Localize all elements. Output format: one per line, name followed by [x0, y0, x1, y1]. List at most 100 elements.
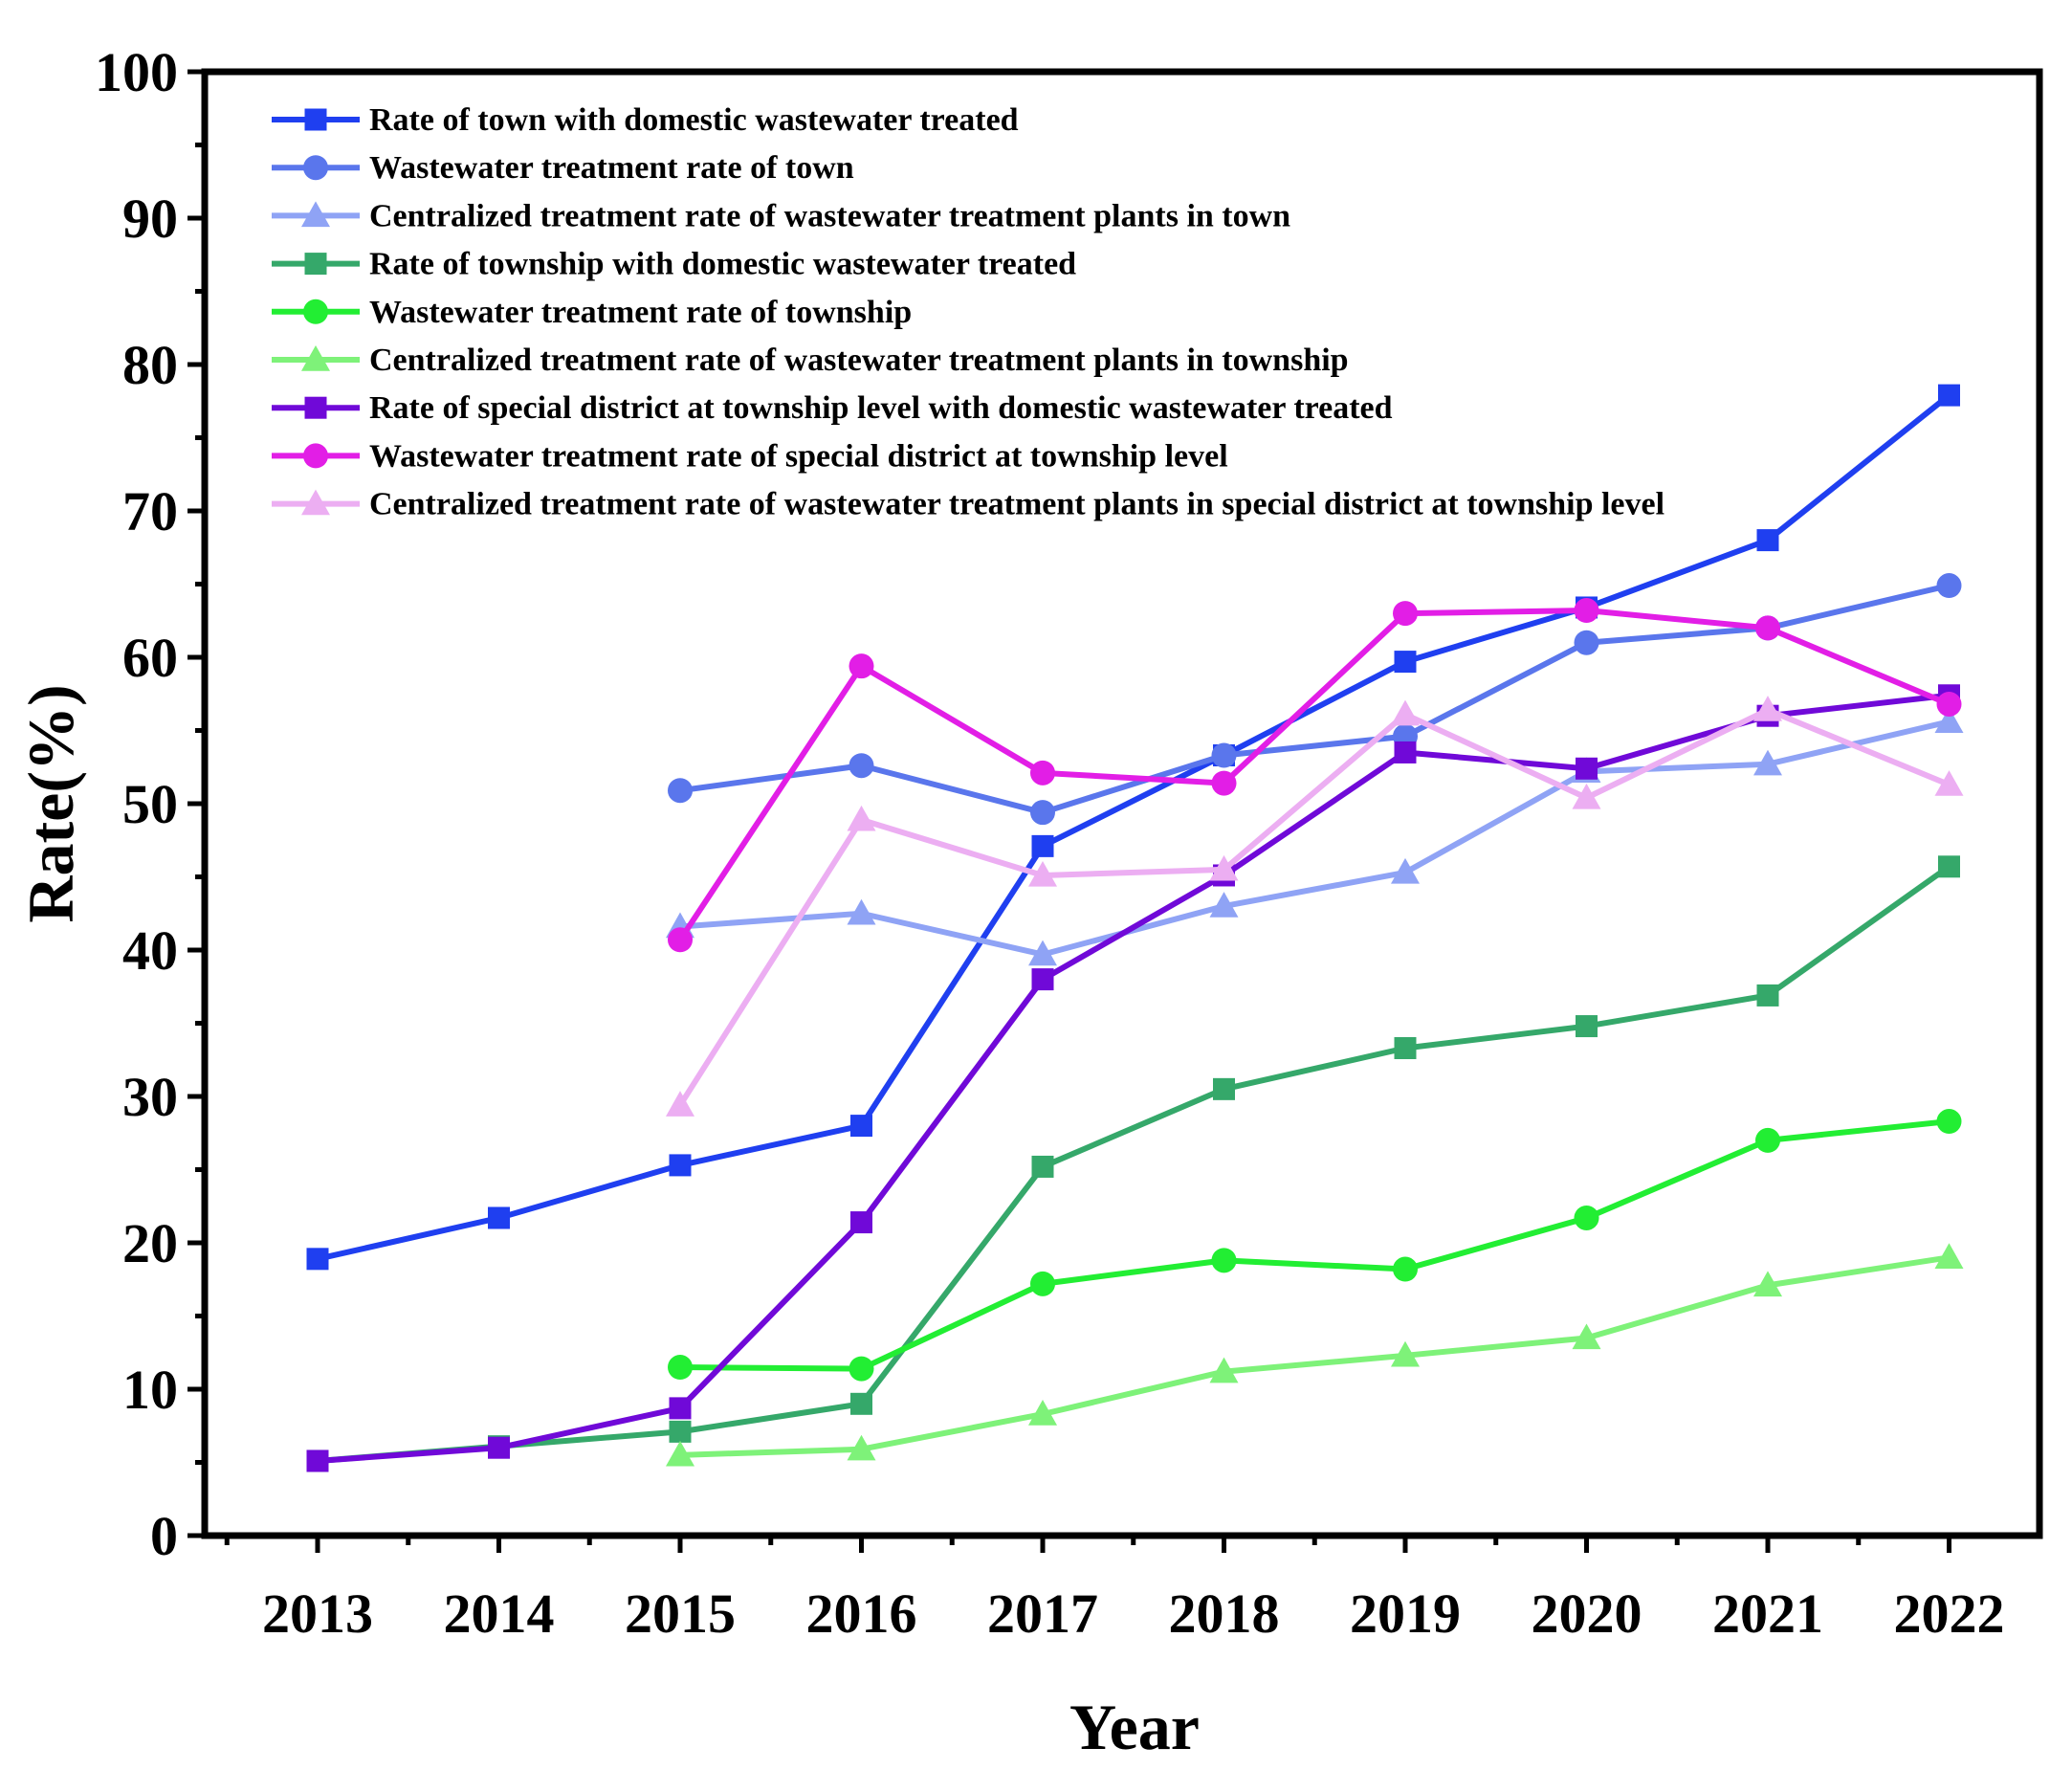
series-8: [668, 598, 1962, 953]
series-line: [317, 392, 1951, 1262]
y-axis-title: Rate(%): [14, 684, 87, 922]
data-point: [1576, 1015, 1598, 1038]
data-point: [666, 1440, 694, 1467]
data-point: [1031, 968, 1054, 991]
data-point: [306, 1449, 329, 1472]
y-tick-label: 80: [122, 334, 178, 396]
y-tick-label: 10: [122, 1359, 178, 1421]
data-point: [849, 1356, 874, 1382]
series-line: [677, 707, 1951, 1107]
legend-item: Rate of town with domestic wastewater tr…: [272, 102, 1019, 138]
data-point: [668, 1355, 693, 1381]
data-point: [669, 1420, 692, 1443]
y-tick-label: 20: [122, 1212, 178, 1274]
series-line: [679, 1118, 1950, 1372]
x-tick-label: 2017: [987, 1582, 1098, 1645]
legend-marker: [301, 489, 330, 516]
data-point: [1934, 1243, 1964, 1269]
series-line: [317, 692, 1950, 1464]
x-axis-title: Year: [1069, 1691, 1200, 1763]
x-tick-label: 2013: [262, 1582, 373, 1645]
y-tick-label: 30: [122, 1066, 178, 1128]
data-point: [1576, 757, 1598, 780]
series-layer: [306, 384, 1964, 1472]
legend-label: Centralized treatment rate of wastewater…: [369, 343, 1349, 378]
x-tick-label: 2020: [1532, 1582, 1642, 1645]
data-point: [1209, 892, 1239, 918]
data-point: [1393, 601, 1418, 627]
legend-item: Centralized treatment rate of wastewater…: [272, 343, 1349, 378]
legend-item: Wastewater treatment rate of township: [272, 295, 912, 330]
series-line: [679, 583, 1951, 816]
data-point: [1755, 1127, 1780, 1153]
series-7: [306, 684, 1960, 1472]
data-point: [850, 1115, 872, 1138]
legend: Rate of town with domestic wastewater tr…: [272, 102, 1664, 522]
data-point: [1028, 940, 1057, 966]
y-tick-label: 50: [122, 773, 178, 835]
legend-marker: [303, 443, 328, 469]
data-point: [668, 927, 693, 953]
y-tick-label: 40: [122, 919, 178, 982]
data-point: [668, 778, 693, 804]
data-point: [849, 753, 874, 779]
x-tick-label: 2021: [1712, 1582, 1823, 1645]
y-tick-labels: 0 10 20 30 40 50 60 70 80 90 100: [95, 41, 178, 1567]
series-9: [666, 696, 1964, 1117]
series-5: [668, 1109, 1962, 1382]
data-point: [1391, 857, 1420, 884]
data-point: [1938, 384, 1960, 407]
data-point: [488, 1206, 510, 1229]
data-point: [669, 1397, 692, 1420]
series-line: [317, 864, 1951, 1464]
y-tick-label: 100: [95, 41, 178, 103]
data-point: [1572, 783, 1601, 809]
legend-item: Centralized treatment rate of wastewater…: [272, 198, 1290, 233]
data-point: [1936, 573, 1962, 599]
data-point: [1030, 1271, 1055, 1296]
legend-marker: [301, 345, 330, 371]
data-point: [306, 1248, 329, 1271]
plot-frame: [201, 68, 2043, 1539]
series-line: [679, 719, 1951, 958]
data-point: [1936, 1109, 1962, 1135]
data-point: [1938, 855, 1960, 878]
data-point: [1391, 1340, 1420, 1367]
data-point: [1028, 1400, 1057, 1426]
legend-label: Centralized treatment rate of wastewater…: [369, 487, 1664, 522]
x-tick-label: 2022: [1894, 1582, 2005, 1645]
data-point: [1753, 1271, 1782, 1297]
data-point: [1031, 1155, 1054, 1178]
x-tick-label: 2018: [1169, 1582, 1280, 1645]
legend-marker: [304, 253, 327, 276]
y-tick-label: 90: [122, 188, 178, 250]
legend-item: Rate of township with domestic wastewate…: [272, 247, 1076, 282]
data-point: [669, 1154, 692, 1177]
legend-item: Wastewater treatment rate of special dis…: [272, 438, 1228, 474]
data-point: [1755, 615, 1780, 641]
y-tick-label: 0: [150, 1505, 178, 1567]
data-point: [1393, 1256, 1418, 1282]
data-point: [1934, 770, 1964, 796]
legend-label: Rate of township with domestic wastewate…: [369, 247, 1076, 282]
data-point: [1394, 1037, 1417, 1060]
data-point: [1753, 696, 1782, 721]
legend-label: Wastewater treatment rate of special dis…: [369, 438, 1228, 474]
data-point: [850, 1211, 872, 1234]
data-point: [1574, 1205, 1599, 1230]
data-point: [1394, 651, 1417, 674]
legend-label: Rate of town with domestic wastewater tr…: [369, 102, 1019, 138]
data-point: [1574, 598, 1599, 624]
data-point: [1209, 1357, 1239, 1383]
data-point: [847, 1434, 876, 1461]
data-point: [1028, 860, 1057, 887]
y-tick-label: 70: [122, 480, 178, 542]
series-line: [679, 1254, 1950, 1458]
data-point: [1211, 1248, 1237, 1273]
data-point: [1030, 800, 1055, 826]
data-point: [1756, 984, 1779, 1007]
data-point: [1936, 691, 1962, 717]
legend-item: Centralized treatment rate of wastewater…: [272, 487, 1664, 522]
y-tick-label: 60: [122, 627, 178, 689]
